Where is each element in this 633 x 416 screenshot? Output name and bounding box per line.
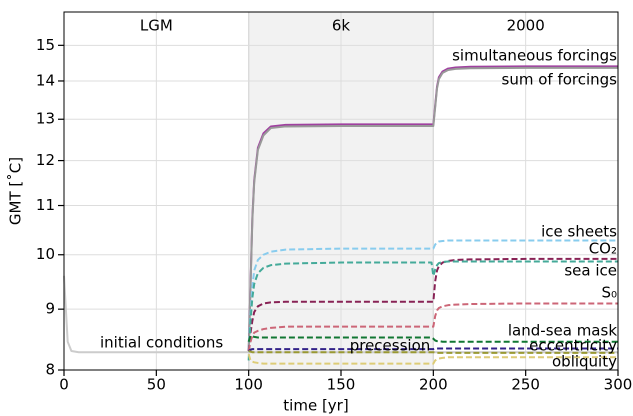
series-line: [247, 260, 618, 361]
series-label: initial conditions: [100, 334, 223, 352]
y-tick-label: 13: [36, 110, 55, 128]
series-label: simultaneous forcings: [452, 47, 617, 65]
series-line: [247, 353, 618, 365]
x-tick-label: 150: [327, 376, 356, 394]
period-label: 2000: [507, 17, 545, 35]
y-tick-label: 8: [45, 361, 55, 379]
x-tick-label: 0: [59, 376, 69, 394]
y-tick-label: 11: [36, 196, 55, 214]
series-line: [248, 350, 618, 354]
series-label: S₀: [601, 284, 617, 302]
series-line: [248, 347, 618, 352]
y-tick-label: 9: [45, 300, 55, 318]
y-axis-label: GMT [˚C]: [7, 157, 25, 225]
y-tick-label: 10: [36, 245, 55, 263]
y-tick-label: 15: [36, 36, 55, 54]
x-tick-label: 200: [419, 376, 448, 394]
series-label: CO₂: [589, 240, 617, 258]
y-tick-label: 12: [36, 151, 55, 169]
series-label: obliquity: [552, 353, 617, 371]
series-line: [247, 239, 618, 352]
series-label: sum of forcings: [502, 71, 618, 89]
x-axis-label: time [yr]: [283, 397, 348, 415]
x-tick-label: 50: [147, 376, 166, 394]
series-label: precession: [350, 337, 431, 355]
series-label: sea ice: [564, 262, 617, 280]
series-line: [247, 334, 618, 343]
y-tick-label: 14: [36, 71, 55, 89]
series-line: [247, 257, 618, 352]
period-label: 6k: [332, 17, 351, 35]
series-line: [247, 302, 618, 352]
x-tick-label: 100: [234, 376, 263, 394]
x-tick-label: 300: [604, 376, 633, 394]
series-label: eccentricity: [529, 337, 617, 355]
period-label: LGM: [140, 17, 173, 35]
lines: [63, 65, 618, 365]
plot-frame: [63, 11, 619, 371]
series-label: land-sea mask: [508, 322, 617, 340]
series-label: ice sheets: [541, 223, 617, 241]
series-line: [247, 66, 618, 352]
x-tick-label: 250: [511, 376, 540, 394]
